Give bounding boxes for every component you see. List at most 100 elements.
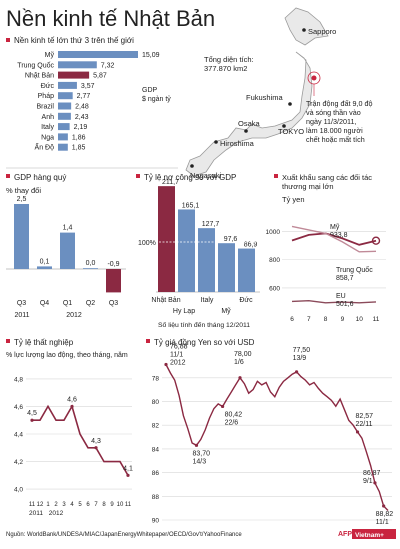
- x-tick-label: Đức: [239, 297, 253, 304]
- japan-map-panel: Tổng diện tích: 377.870 km2 Sapporo Fuku…: [185, 7, 372, 180]
- page-title: Nền kinh tế Nhật Bản: [6, 6, 215, 31]
- bar-value-label: 97,6: [224, 236, 238, 243]
- x-tick-label: Q3: [17, 300, 26, 307]
- gdp-top-unit-1: GDP: [142, 87, 158, 94]
- yen-title: Tỷ giá đồng Yen so với USD: [154, 338, 255, 347]
- data-point: [94, 446, 98, 450]
- year-label: 2011: [29, 510, 43, 517]
- gdp-top-chart: Nền kinh tế lớn thứ 3 trên thế giới GDP …: [6, 36, 171, 152]
- city-label-hiroshima: Hiroshima: [220, 139, 255, 148]
- data-label: 22/11: [356, 421, 373, 428]
- series-line: [291, 232, 377, 246]
- series-value-label: 933,8: [330, 232, 348, 239]
- y-tick-label: 600: [269, 285, 280, 292]
- bar-category-label: Italy: [41, 124, 54, 131]
- data-label: 2012: [170, 360, 186, 367]
- data-point: [30, 418, 34, 422]
- y-tick-label: 78: [152, 375, 160, 382]
- bar: [58, 102, 72, 110]
- x-tick-label: 4: [70, 502, 74, 508]
- y-tick-label: 4,6: [14, 404, 23, 411]
- city-label-sapporo: Sapporo: [308, 27, 336, 36]
- data-label: 22/6: [225, 419, 239, 426]
- x-tick-label: 10: [356, 316, 364, 323]
- data-label: 14/3: [192, 458, 206, 465]
- data-label: 13/9: [293, 355, 307, 362]
- city-dot-sapporo: [302, 28, 306, 32]
- exports-chart: Xuất khẩu sang các đối tác thương mại lớ…: [266, 173, 386, 323]
- y-tick-label: 84: [152, 446, 160, 453]
- x-tick-label: 1: [46, 502, 50, 508]
- vietnamplus-logo: Vietnam+: [355, 532, 384, 539]
- gdp-growth-title-marker: [6, 174, 10, 178]
- y-tick-label: 90: [152, 518, 160, 525]
- y-tick-label: 4,2: [14, 459, 23, 466]
- year-label: 2012: [66, 312, 82, 319]
- yen-chart: Tỷ giá đồng Yen so với USD 78 80 82 84 86 88 9…: [146, 338, 393, 526]
- y-tick-label: 4,4: [14, 432, 23, 439]
- quake-note-line-2: và sóng thần vào: [306, 108, 361, 117]
- bar: [58, 51, 138, 58]
- city-label-fukushima: Fukushima: [246, 93, 284, 102]
- data-label: 4,3: [91, 438, 101, 445]
- y-tick-label: 4,8: [14, 376, 23, 383]
- reference-label: 100%: [138, 240, 156, 247]
- bar-category-label: Mỹ: [45, 52, 55, 59]
- bar: [238, 248, 255, 292]
- bar: [58, 143, 68, 151]
- data-label: 11/1: [170, 352, 183, 359]
- year-label: 2012: [49, 510, 64, 517]
- yen-title-marker: [146, 339, 150, 343]
- x-tick-label: 11: [29, 502, 36, 508]
- y-tick-label: 88: [152, 494, 160, 501]
- x-tick-label: Italy: [201, 297, 214, 304]
- bar-value-label: 7,32: [101, 62, 115, 69]
- x-tick-label: 6: [86, 502, 90, 508]
- bar: [106, 269, 121, 293]
- data-point: [294, 370, 299, 374]
- x-tick-label: 6: [290, 316, 294, 323]
- bar-value-label: 15,09: [142, 52, 160, 59]
- unemployment-title: Tỷ lệ thất nghiệp: [14, 338, 74, 347]
- y-tick-label: 1000: [266, 229, 281, 236]
- debt-title: Tỷ lệ nợ công so với GDP: [144, 173, 236, 182]
- x-tick-label: 8: [324, 316, 328, 323]
- x-tick-label: Hy Lạp: [173, 308, 195, 315]
- data-label: 86,87: [363, 470, 381, 477]
- bar-value-label: 1,86: [72, 134, 86, 141]
- x-tick-label: Q2: [86, 300, 95, 307]
- bar: [158, 186, 175, 292]
- unemployment-chart: Tỷ lệ thất nghiệp % lực lượng lao động, …: [6, 338, 133, 517]
- bar: [58, 61, 97, 69]
- gdp-growth-ylabel: % thay đổi: [6, 186, 41, 195]
- bar: [14, 204, 29, 269]
- data-point: [238, 376, 242, 380]
- city-dot-tokyo: [282, 124, 286, 128]
- series-name-label: Mỹ: [330, 224, 340, 231]
- data-label: 9/1: [363, 478, 373, 485]
- bar-value-label: 3,57: [81, 83, 95, 90]
- y-tick-label: 80: [152, 399, 160, 406]
- data-label: 4,6: [67, 396, 77, 403]
- bar-value-label: 2,5: [17, 196, 27, 203]
- bar-value-label: 1,4: [63, 225, 73, 232]
- x-tick-label: 3: [62, 502, 66, 508]
- series-value-label: 858,7: [336, 275, 354, 282]
- quake-note-line-4: làm 18.000 người: [306, 126, 363, 135]
- bar-value-label: 2,43: [75, 114, 89, 121]
- bar: [37, 266, 52, 269]
- data-point: [194, 443, 199, 447]
- x-tick-label: 12: [37, 502, 44, 508]
- y-tick-label: 800: [269, 257, 280, 264]
- data-point: [382, 504, 386, 508]
- bar-value-label: 165,1: [182, 202, 200, 209]
- data-point: [220, 404, 225, 409]
- data-label: 88,82: [376, 511, 394, 518]
- series-line: [32, 404, 129, 476]
- gdp-growth-chart: GDP hàng quý % thay đổi 2,5 Q3 0,1 Q4 1,4 Q1 0…: [6, 173, 126, 319]
- unemployment-ylabel: % lực lượng lao động, theo tháng, năm: [6, 352, 128, 359]
- bar-category-label: Nhật Bản: [25, 73, 54, 80]
- bar-category-label: Pháp: [38, 93, 54, 100]
- data-point: [70, 404, 74, 409]
